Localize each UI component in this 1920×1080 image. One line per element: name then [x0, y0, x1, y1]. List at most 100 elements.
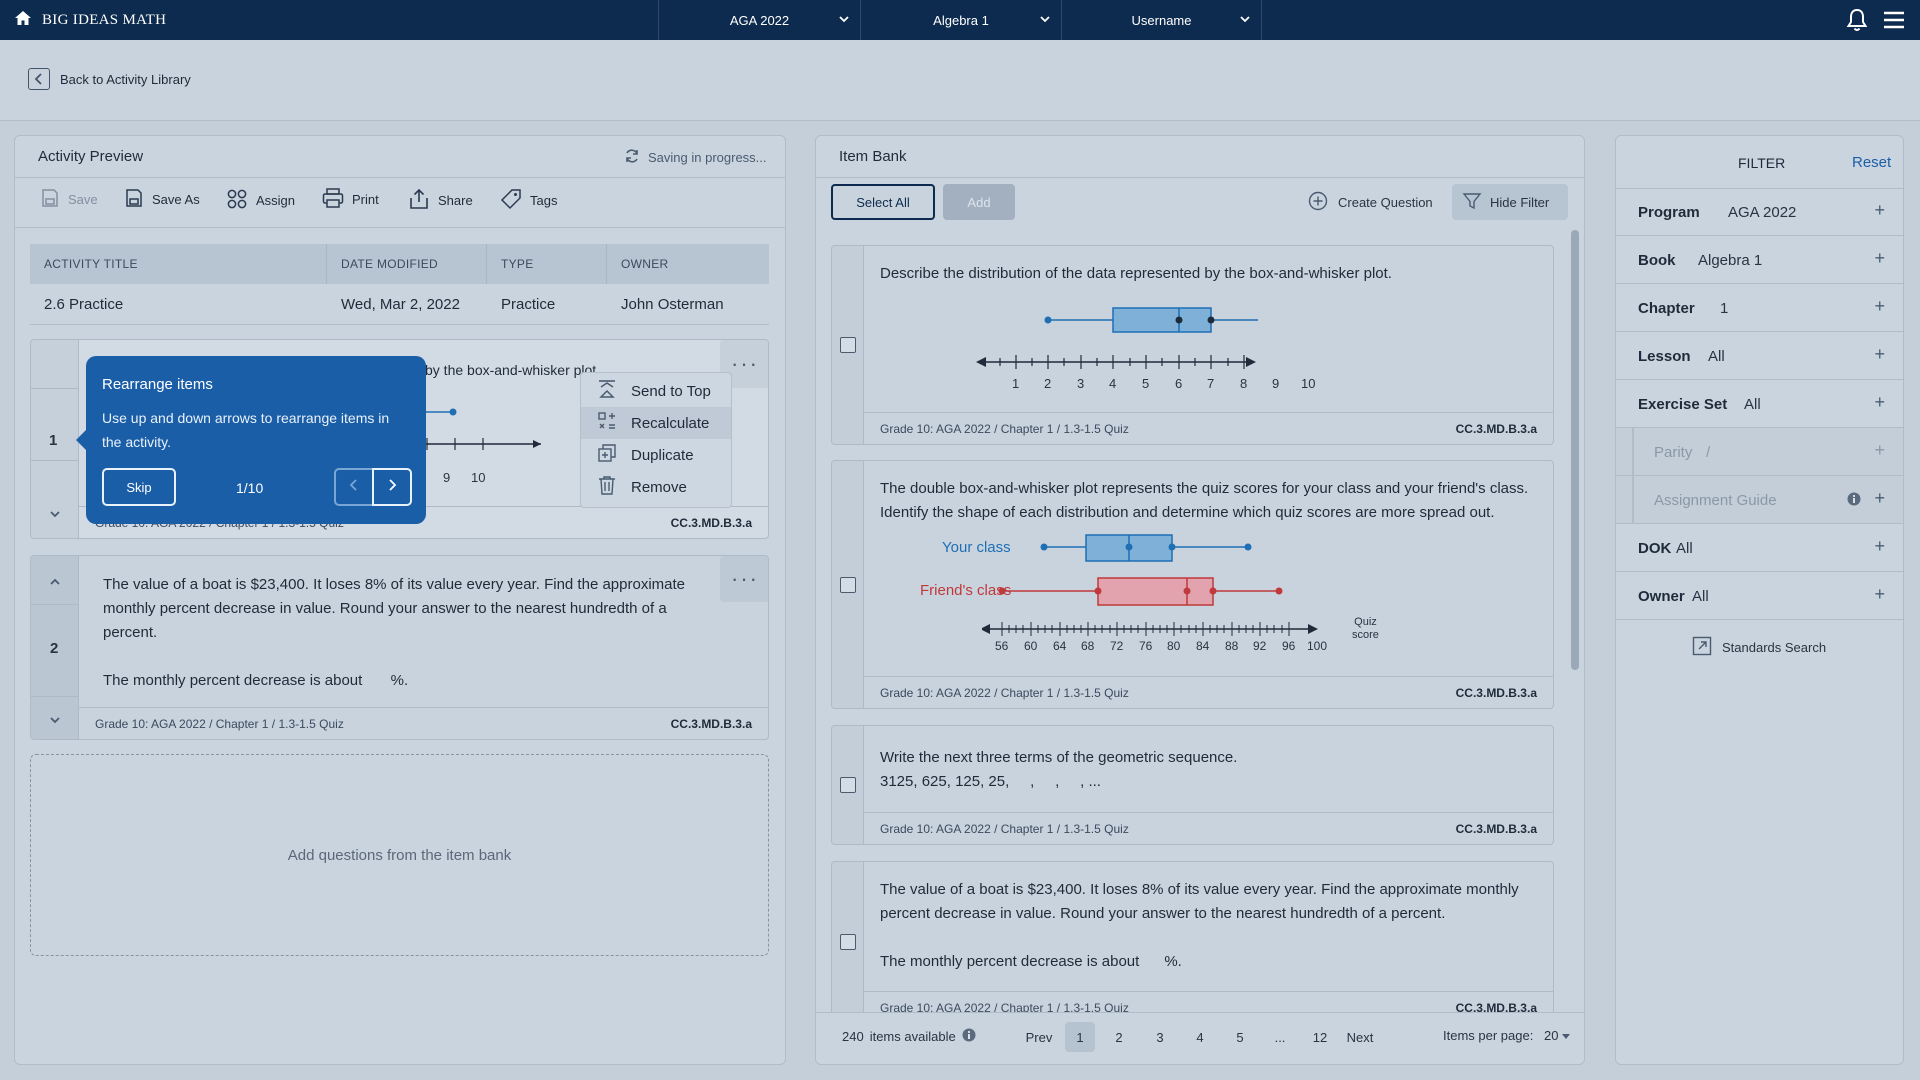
axis-tick-label: 96	[1282, 639, 1296, 653]
menu-duplicate[interactable]: Duplicate	[581, 439, 731, 471]
item-more-button[interactable]: ···	[720, 556, 768, 602]
user-select[interactable]: Username	[1061, 0, 1262, 40]
page-button[interactable]: 2	[1115, 1029, 1123, 1045]
axis-title-line: score	[1352, 629, 1379, 641]
item-source: Grade 10: AGA 2022 / Chapter 1 / 1.3-1.5…	[880, 422, 1129, 436]
filter-row-book[interactable]: Book Algebra 1 +	[1616, 236, 1903, 284]
save-as-button[interactable]: Save As	[124, 188, 200, 211]
course-select[interactable]: Algebra 1	[860, 0, 1061, 40]
tooltip-skip-button[interactable]: Skip	[102, 468, 176, 506]
filter-row-dok[interactable]: DOK All +	[1616, 524, 1903, 572]
axis-tick-label: 56	[995, 639, 1009, 653]
activity-item-2[interactable]: 2 The value of a boat is $23,400. It los…	[30, 555, 769, 740]
filter-row-parity[interactable]: Parity / +	[1616, 428, 1903, 476]
brand-name: BIG IDEAS MATH	[42, 11, 167, 28]
program-select[interactable]: AGA 2022	[658, 0, 860, 40]
items-per-page-select[interactable]: 20	[1544, 1028, 1571, 1043]
filter-key: Owner	[1638, 588, 1685, 605]
item-answer-line: The monthly percent decrease is about %.	[880, 953, 1182, 970]
move-down-icon[interactable]	[49, 506, 61, 524]
divider	[14, 177, 786, 178]
standards-search-button[interactable]: Standards Search	[1692, 636, 1826, 659]
page-button[interactable]: 3	[1156, 1029, 1164, 1045]
standards-search-label: Standards Search	[1722, 640, 1827, 655]
date-modified-cell: Wed, Mar 2, 2022	[341, 295, 460, 313]
tags-button[interactable]: Tags	[500, 188, 557, 213]
filter-row-exercise-set[interactable]: Exercise Set All +	[1616, 380, 1903, 428]
brand[interactable]: BIG IDEAS MATH	[14, 0, 166, 40]
filter-row-owner[interactable]: Owner All +	[1616, 572, 1903, 620]
item-checkbox[interactable]	[840, 577, 856, 593]
plus-icon[interactable]: +	[1874, 200, 1885, 220]
create-question-label: Create Question	[1338, 195, 1433, 210]
items-per-page-label: Items per page:	[1443, 1028, 1534, 1043]
plus-icon[interactable]: +	[1874, 536, 1885, 556]
filter-value: AGA 2022	[1728, 204, 1797, 221]
bell-icon[interactable]	[1846, 8, 1868, 37]
item-question-text: Describe the distribution of the data re…	[880, 265, 1392, 282]
filter-row-program[interactable]: Program AGA 2022 +	[1616, 188, 1903, 236]
more-dots-icon: ···	[731, 566, 759, 591]
filter-row-lesson[interactable]: Lesson All +	[1616, 332, 1903, 380]
filter-reset-link[interactable]: Reset	[1852, 154, 1892, 171]
hide-filter-button[interactable]: Hide Filter	[1452, 184, 1568, 220]
back-to-library-link[interactable]: Back to Activity Library	[28, 68, 191, 90]
item-bank-card[interactable]: The double box-and-whisker plot represen…	[831, 460, 1554, 709]
menu-remove[interactable]: Remove	[581, 471, 731, 503]
share-button[interactable]: Share	[408, 188, 473, 213]
share-label: Share	[438, 193, 473, 208]
item-checkbox[interactable]	[840, 777, 856, 793]
filter-row-assignment-guide[interactable]: Assignment Guide +	[1616, 476, 1903, 524]
plus-icon[interactable]: +	[1874, 392, 1885, 412]
divider	[1616, 188, 1903, 189]
item-bank-card[interactable]: The value of a boat is $23,400. It loses…	[831, 861, 1554, 1013]
items-count-label: items available	[869, 1029, 956, 1044]
hamburger-menu-icon[interactable]	[1882, 8, 1906, 37]
item-bank-scrollbar[interactable]	[1571, 230, 1579, 670]
filter-title: FILTER	[1738, 155, 1786, 171]
prev-page-button[interactable]: Prev	[1025, 1029, 1053, 1045]
info-icon[interactable]	[962, 1028, 976, 1045]
assign-button[interactable]: Assign	[226, 188, 295, 213]
plus-icon[interactable]: +	[1874, 440, 1885, 460]
page-button[interactable]: 5	[1236, 1029, 1244, 1045]
menu-send-to-top[interactable]: Send to Top	[581, 375, 731, 407]
caret-down-icon	[1562, 1028, 1571, 1043]
plus-icon[interactable]: +	[1874, 584, 1885, 604]
plus-icon[interactable]: +	[1874, 248, 1885, 268]
print-label: Print	[352, 192, 379, 207]
print-button[interactable]: Print	[322, 188, 379, 211]
item-source: Grade 10: AGA 2022 / Chapter 1 / 1.3-1.5…	[95, 717, 344, 731]
filter-row-chapter[interactable]: Chapter 1 +	[1616, 284, 1903, 332]
item-number: 2	[50, 640, 59, 657]
menu-recalculate[interactable]: Recalculate	[581, 407, 731, 439]
save-button[interactable]: Save	[40, 188, 98, 211]
page-button-current[interactable]: 1	[1065, 1022, 1095, 1052]
answer-suffix: %.	[390, 672, 409, 689]
page-button[interactable]: 12	[1312, 1029, 1328, 1045]
activity-title-cell: 2.6 Practice	[44, 295, 124, 313]
move-up-icon[interactable]	[49, 574, 61, 592]
axis-tick-label: 10	[1301, 376, 1316, 391]
item-checkbox[interactable]	[840, 934, 856, 950]
move-down-icon[interactable]	[49, 712, 61, 730]
item-footer: Grade 10: AGA 2022 / Chapter 1 / 1.3-1.5…	[79, 707, 768, 739]
plus-icon[interactable]: +	[1874, 488, 1885, 508]
tooltip-next-button[interactable]	[372, 468, 412, 506]
add-questions-dropzone[interactable]: Add questions from the item bank	[30, 754, 769, 956]
item-checkbox[interactable]	[840, 337, 856, 353]
plus-icon[interactable]: +	[1874, 344, 1885, 364]
tooltip-prev-button[interactable]	[334, 468, 374, 506]
select-all-button[interactable]: Select All	[831, 184, 935, 220]
next-page-button[interactable]: Next	[1346, 1029, 1374, 1045]
item-bank-card[interactable]: Describe the distribution of the data re…	[831, 245, 1554, 445]
plus-icon[interactable]: +	[1874, 296, 1885, 316]
item-bank-card[interactable]: Write the next three terms of the geomet…	[831, 725, 1554, 845]
filter-key: Program	[1638, 204, 1700, 221]
info-icon[interactable]	[1847, 492, 1861, 510]
page-button[interactable]: 4	[1196, 1029, 1204, 1045]
chevron-left-icon	[28, 68, 50, 90]
create-question-button[interactable]: Create Question	[1308, 191, 1433, 214]
add-button[interactable]: Add	[943, 184, 1015, 220]
axis-tick-label: 84	[1196, 639, 1210, 653]
